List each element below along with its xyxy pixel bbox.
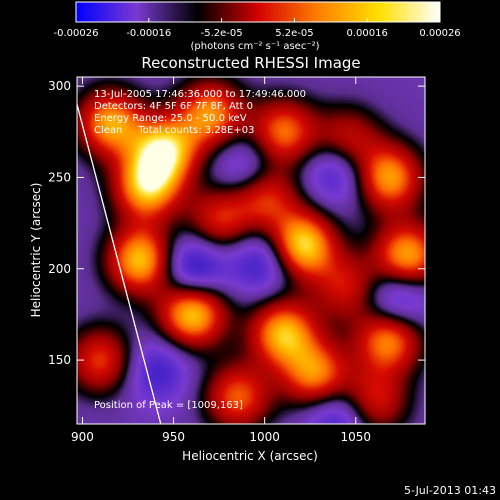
x-tick-label: 1000	[249, 430, 280, 444]
annotation-detectors: Detectors: 4F 5F 6F 7F 8F, Att 0	[94, 101, 253, 112]
colorbar-gradient	[75, 1, 441, 23]
solar-limb-line	[76, 104, 162, 425]
annotation-clean-counts: Clean Total counts: 3.28E+03	[94, 125, 254, 136]
x-tick-label: 950	[162, 430, 185, 444]
colorbar-tick-label: 5.2e-05	[275, 28, 313, 39]
y-tick-label: 300	[48, 79, 71, 93]
colorbar-tick-label: -5.2e-05	[201, 28, 243, 39]
x-tick-label: 900	[71, 430, 94, 444]
x-axis-label: Heliocentric X (arcsec)	[182, 449, 318, 463]
annotation-time-range: 13-Jul-2005 17:46:36.000 to 17:49:46.000	[94, 89, 306, 100]
peak-position-label: Position of Peak = [1009,163]	[94, 400, 243, 411]
x-axis-ticks: 900 950 1000 1050	[71, 77, 371, 444]
colorbar-tick-label: -0.00026	[54, 28, 99, 39]
colorbar-tick-label: 0.00016	[347, 28, 388, 39]
colorbar-tick-label: -0.00016	[126, 28, 171, 39]
y-axis-ticks: 150 200 250 300	[48, 79, 425, 367]
plot-frame	[76, 76, 426, 425]
y-tick-label: 250	[48, 170, 71, 184]
plot-area	[76, 76, 426, 425]
colorbar-tick-label: 0.00026	[419, 28, 460, 39]
y-tick-label: 150	[48, 353, 71, 367]
plot-timestamp: 5-Jul-2013 01:43	[403, 484, 496, 497]
annotation-block: 13-Jul-2005 17:46:36.000 to 17:49:46.000…	[94, 89, 306, 136]
heatmap-image	[77, 77, 425, 424]
colorbar-unit-label: (photons cm⁻² s⁻¹ asec⁻²)	[190, 41, 319, 52]
colorbar-ticks: -0.00026 -0.00016 -5.2e-05 5.2e-05 0.00016 0.…	[54, 18, 461, 39]
x-tick-label: 1050	[340, 430, 371, 444]
y-tick-label: 200	[48, 262, 71, 276]
y-axis-label: Heliocentric Y (arcsec)	[29, 183, 43, 318]
colorbar: -0.00026 -0.00016 -5.2e-05 5.2e-05 0.00016 0.…	[54, 1, 461, 52]
annotation-energy-range: Energy Range: 25.0 - 50.0 keV	[94, 113, 247, 124]
chart-title: Reconstructed RHESSI Image	[141, 54, 360, 72]
